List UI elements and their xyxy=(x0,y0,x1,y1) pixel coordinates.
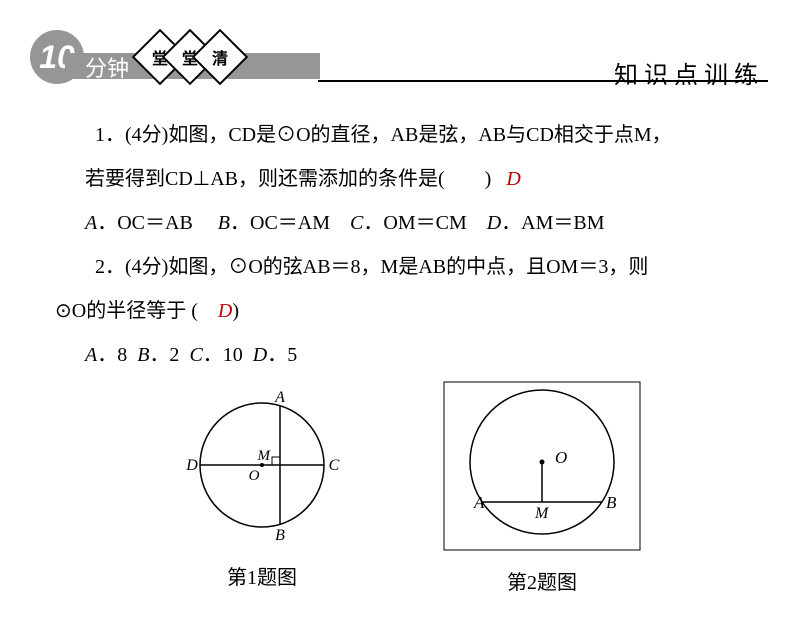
svg-text:B: B xyxy=(606,493,617,512)
diamond-3: 清 xyxy=(192,29,249,86)
svg-text:A: A xyxy=(274,389,285,406)
svg-text:M: M xyxy=(534,505,550,522)
figures-row: A B D C M O 第1题图 O A B xyxy=(55,380,759,603)
q1-line2: 若要得到CD⊥AB，则还需添加的条件是( ) D xyxy=(55,159,759,199)
q2-options: A．8 B．2 C．10 D．5 xyxy=(55,335,759,375)
q2-answer: D xyxy=(218,300,232,322)
header-bar: 10 分钟 堂 堂 清 知识点训练 xyxy=(0,25,794,95)
q1-options: A．OC＝AB B．OC＝AM C．OM＝CM D．AM＝BM xyxy=(55,203,759,243)
q1-line1: 1．(4分)如图，CD是⊙O的直径，AB是弦，AB与CD相交于点M， xyxy=(55,115,759,155)
q2-line2: ⊙O的半径等于 ( D) xyxy=(55,291,759,331)
figure-2-caption: 第2题图 xyxy=(442,563,642,603)
section-title: 知识点训练 xyxy=(614,55,764,90)
svg-text:C: C xyxy=(329,457,340,474)
figure-1-caption: 第1题图 xyxy=(172,558,352,598)
svg-text:M: M xyxy=(257,448,272,464)
figure-2: O A B M 第2题图 xyxy=(442,380,642,603)
content-area: 1．(4分)如图，CD是⊙O的直径，AB是弦，AB与CD相交于点M， 若要得到C… xyxy=(0,95,794,603)
figure-1: A B D C M O 第1题图 xyxy=(172,380,352,603)
figure-2-svg: O A B M xyxy=(442,380,642,555)
svg-text:A: A xyxy=(473,493,485,512)
q1-answer: D xyxy=(506,168,520,190)
svg-text:D: D xyxy=(185,457,198,474)
header-underline xyxy=(318,80,768,82)
minutes-label: 分钟 xyxy=(85,51,129,83)
diamond-group: 堂 堂 清 xyxy=(150,37,240,77)
svg-text:O: O xyxy=(249,468,260,484)
svg-text:O: O xyxy=(555,448,567,467)
figure-1-svg: A B D C M O xyxy=(172,380,352,550)
q2-line1: 2．(4分)如图，⊙O的弦AB＝8，M是AB的中点，且OM＝3，则 xyxy=(55,247,759,287)
svg-text:B: B xyxy=(275,527,285,544)
